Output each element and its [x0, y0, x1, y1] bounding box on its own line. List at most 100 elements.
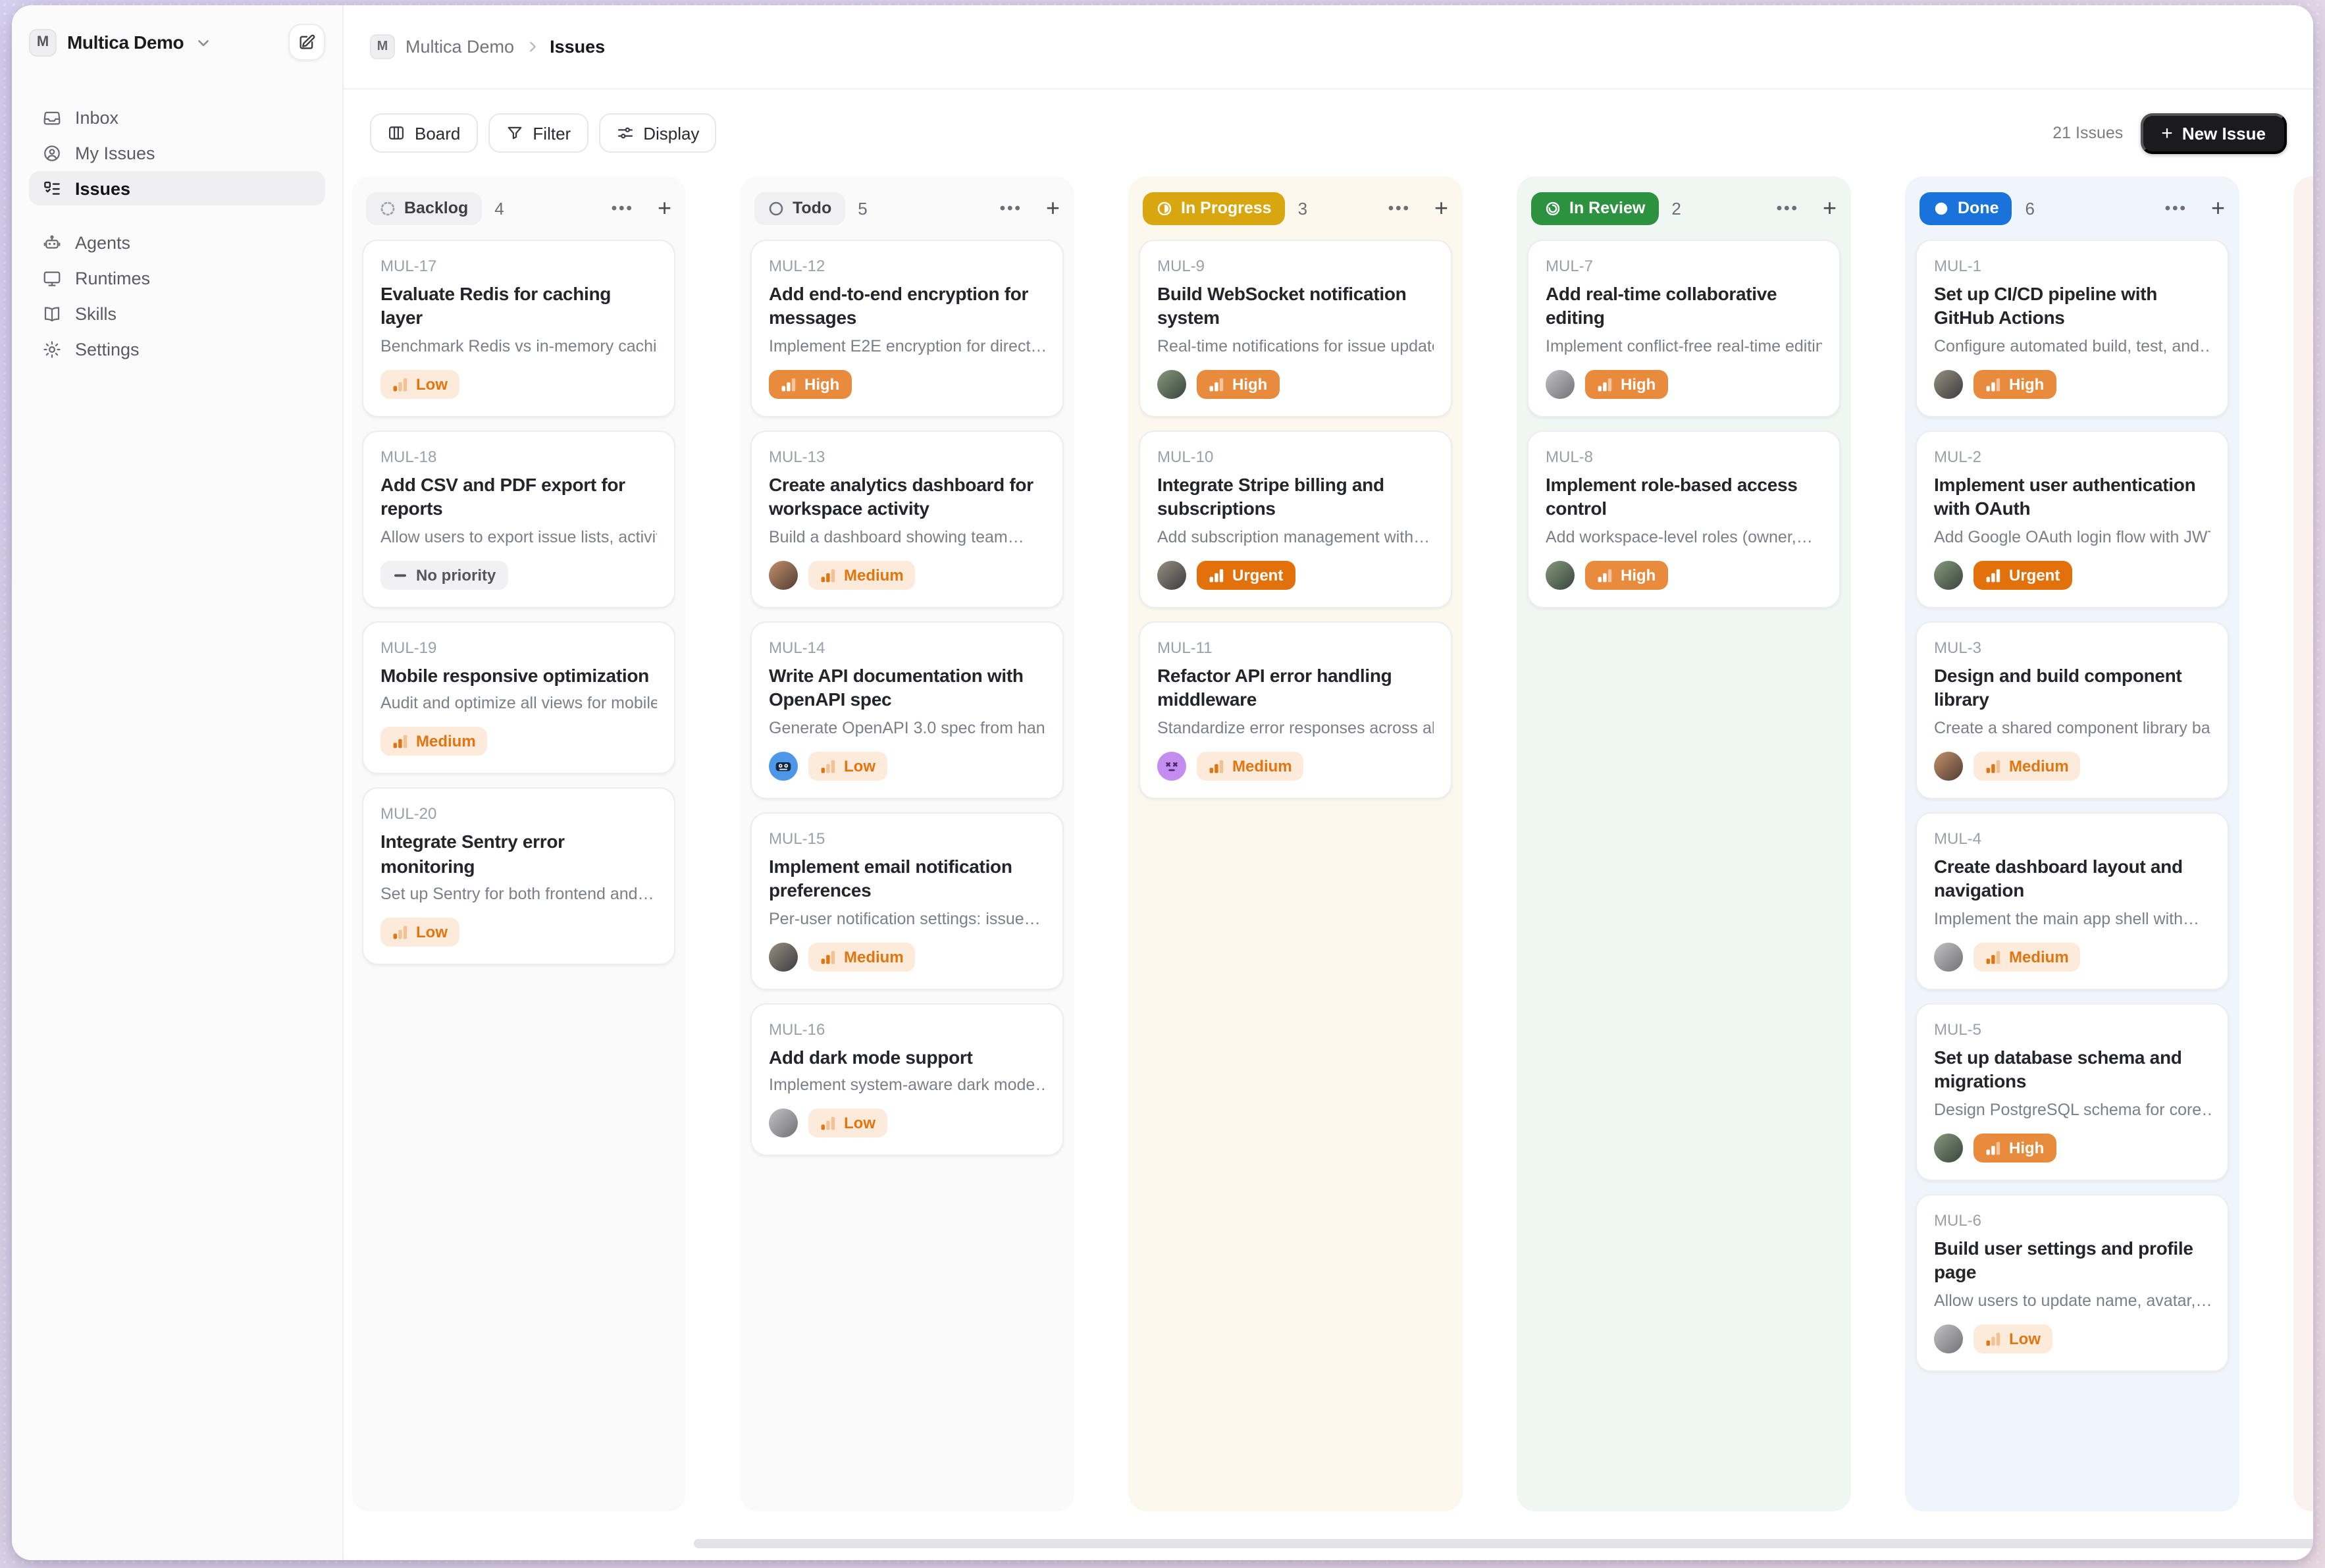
issue-meta: Medium	[1157, 751, 1434, 781]
priority-bars-icon	[392, 734, 408, 750]
column-more-button[interactable]: •••	[611, 199, 634, 217]
priority-label: Low	[844, 756, 875, 775]
sidebar-item-inbox[interactable]: Inbox	[29, 100, 325, 134]
issue-meta: Medium	[1934, 751, 2210, 781]
issue-description: Allow users to update name, avatar,…	[1934, 1291, 2210, 1310]
dizzy-avatar	[1157, 751, 1186, 781]
assignee-avatar	[769, 1109, 798, 1138]
issue-card[interactable]: MUL-20 Integrate Sentry error monitoring…	[362, 787, 675, 966]
issue-card[interactable]: MUL-4 Create dashboard layout and naviga…	[1916, 812, 2229, 990]
issue-description: Add subscription management with…	[1157, 527, 1430, 546]
sidebar-item-agents[interactable]: Agents	[29, 225, 325, 259]
issue-card[interactable]: MUL-13 Create analytics dashboard for wo…	[750, 430, 1064, 608]
issue-card[interactable]: MUL-9 Build WebSocket notification syste…	[1139, 240, 1452, 417]
column-add-issue-button[interactable]: +	[657, 195, 671, 221]
filter-button[interactable]: Filter	[488, 113, 588, 153]
sidebar-item-settings[interactable]: Settings	[29, 332, 325, 366]
issue-card[interactable]: MUL-3 Design and build component library…	[1916, 621, 2229, 799]
priority-label: Medium	[416, 732, 476, 751]
priority-badge: Medium	[1197, 751, 1304, 781]
issue-meta: High	[1934, 369, 2210, 399]
issue-id: MUL-15	[769, 829, 825, 848]
issue-id: MUL-8	[1546, 447, 1594, 466]
main-content: M Multica Demo Issues Board	[344, 5, 2313, 1560]
sidebar-item-issues[interactable]: Issues	[29, 171, 325, 205]
issue-card[interactable]: MUL-1 Set up CI/CD pipeline with GitHub …	[1916, 240, 2229, 417]
column-add-issue-button[interactable]: +	[1434, 195, 1448, 221]
board-column: Backlog 4 ••• + MUL-17 Evaluate Redis fo…	[352, 176, 686, 1511]
display-sliders-icon	[615, 124, 634, 142]
column-add-issue-button[interactable]: +	[2210, 195, 2225, 221]
new-issue-button[interactable]: + New Issue	[2140, 113, 2287, 153]
gear-icon	[42, 339, 62, 359]
priority-label: Medium	[2009, 756, 2069, 775]
issue-card[interactable]: MUL-14 Write API documentation with Open…	[750, 621, 1064, 799]
column-cards: MUL-1 Set up CI/CD pipeline with GitHub …	[1916, 240, 2229, 1372]
issue-card[interactable]: MUL-8 Implement role-based access contro…	[1527, 430, 1841, 608]
priority-bars-icon	[1985, 1139, 2001, 1155]
board-column: In Review 2 ••• + MUL-7 Add real-time co…	[1517, 176, 1851, 1511]
sidebar-item-label: Skills	[75, 303, 117, 323]
column-add-issue-button[interactable]: +	[1822, 195, 1837, 221]
priority-bars-icon	[1209, 758, 1224, 774]
nav-section-gap	[29, 207, 325, 224]
column-status-pill: In Progress	[1143, 192, 1285, 224]
issue-id: MUL-17	[380, 257, 437, 275]
issue-card[interactable]: MUL-16 Add dark mode support Implement s…	[750, 1003, 1064, 1157]
issue-meta: Low	[380, 918, 657, 947]
issue-card[interactable]: MUL-5 Set up database schema and migrati…	[1916, 1003, 2229, 1181]
breadcrumb-workspace[interactable]: Multica Demo	[405, 37, 515, 57]
priority-badge: Medium	[808, 942, 916, 972]
issue-meta: No priority	[380, 560, 657, 590]
column-label: In Progress	[1181, 199, 1272, 217]
horizontal-scrollbar[interactable]	[694, 1539, 2313, 1548]
issue-meta: Low	[769, 751, 1045, 781]
issue-card[interactable]: MUL-15 Implement email notification pref…	[750, 812, 1064, 990]
column-more-button[interactable]: •••	[1776, 199, 1799, 217]
issue-id: MUL-12	[769, 257, 825, 275]
book-icon	[42, 303, 62, 323]
column-more-button[interactable]: •••	[999, 199, 1022, 217]
issue-meta: Low	[769, 1109, 1045, 1138]
new-issue-compose-button[interactable]	[288, 24, 325, 61]
sidebar-item-skills[interactable]: Skills	[29, 296, 325, 330]
priority-label: Low	[416, 923, 448, 942]
issue-card[interactable]: MUL-6 Build user settings and profile pa…	[1916, 1193, 2229, 1372]
board-view-button[interactable]: Board	[370, 113, 478, 153]
column-more-button[interactable]: •••	[2164, 199, 2187, 217]
priority-bars-icon	[820, 758, 836, 774]
monitor-icon	[42, 268, 62, 288]
sidebar-item-label: Inbox	[75, 107, 119, 127]
issue-card[interactable]: MUL-10 Integrate Stripe billing and subs…	[1139, 430, 1452, 608]
issue-card[interactable]: MUL-17 Evaluate Redis for caching layer …	[362, 240, 675, 417]
issue-description: Per-user notification settings: issue…	[769, 909, 1041, 928]
issue-card[interactable]: MUL-2 Implement user authentication with…	[1916, 430, 2229, 608]
issue-card[interactable]: MUL-12 Add end-to-end encryption for mes…	[750, 240, 1064, 417]
issue-description: Benchmark Redis vs in-memory cachin…	[380, 336, 657, 355]
priority-bars-icon	[820, 567, 836, 583]
priority-badge: Low	[808, 1109, 887, 1138]
board-columns-icon	[387, 124, 405, 142]
issue-id: MUL-11	[1157, 638, 1213, 657]
issue-card[interactable]: MUL-19 Mobile responsive optimization Au…	[362, 621, 675, 775]
issue-card[interactable]: MUL-18 Add CSV and PDF export for report…	[362, 430, 675, 608]
priority-label: High	[2009, 1138, 2045, 1157]
column-add-issue-button[interactable]: +	[1045, 195, 1060, 221]
display-button[interactable]: Display	[598, 113, 717, 153]
column-cards: MUL-17 Evaluate Redis for caching layer …	[362, 240, 675, 966]
assignee-avatar	[769, 560, 798, 590]
issue-card[interactable]: MUL-7 Add real-time collaborative editin…	[1527, 240, 1841, 417]
column-header: In Progress 3 ••• +	[1139, 187, 1452, 234]
issue-id: MUL-20	[380, 804, 437, 823]
issue-card[interactable]: MUL-11 Refactor API error handling middl…	[1139, 621, 1452, 799]
column-more-button[interactable]: •••	[1388, 199, 1411, 217]
pencil-square-icon	[300, 34, 315, 49]
workspace-switcher[interactable]: M Multica Demo	[29, 24, 325, 61]
sidebar-item-runtimes[interactable]: Runtimes	[29, 261, 325, 295]
issue-meta: Medium	[769, 942, 1045, 972]
issue-title: Implement role-based access control	[1546, 473, 1798, 519]
backlog-dashed-circle-icon	[379, 199, 396, 217]
sidebar-item-my-issues[interactable]: My Issues	[29, 136, 325, 170]
assignee-avatar	[1546, 560, 1575, 590]
priority-bars-icon	[1209, 377, 1224, 392]
